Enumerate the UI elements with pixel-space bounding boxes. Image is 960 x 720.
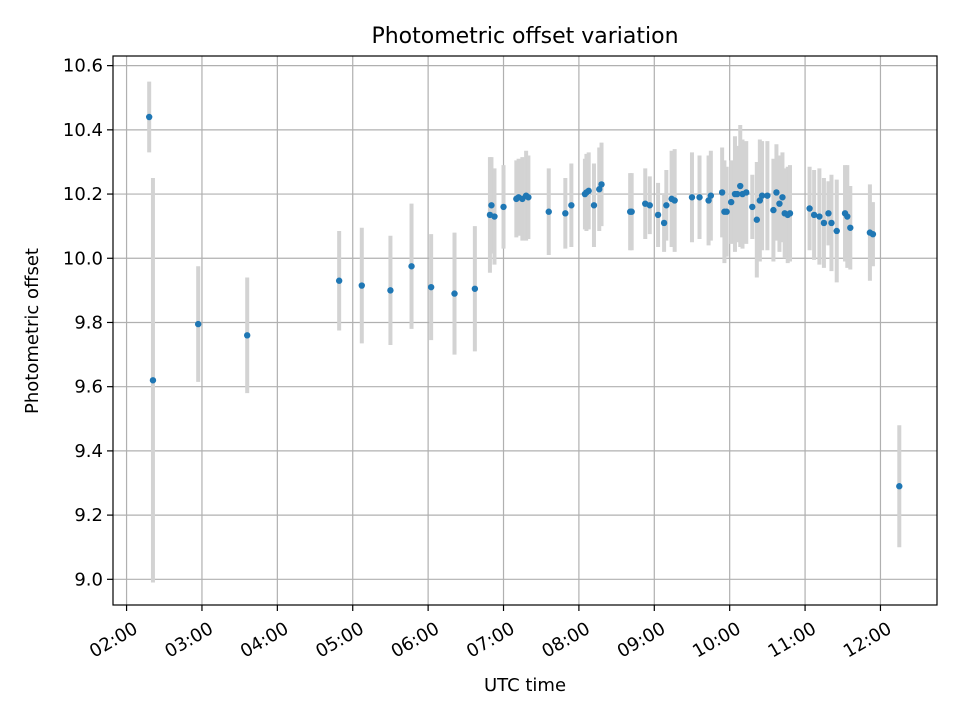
- chart-title: Photometric offset variation: [371, 24, 678, 49]
- y-tick-label: 9.8: [74, 312, 103, 333]
- data-point: [562, 210, 569, 217]
- data-point: [749, 203, 756, 211]
- data-point: [145, 113, 153, 121]
- y-tick-label: 9.2: [74, 505, 103, 526]
- data-point: [820, 219, 828, 227]
- data-point: [568, 202, 575, 209]
- data-point: [727, 198, 735, 206]
- y-tick-label: 9.6: [74, 377, 103, 398]
- data-point: [590, 202, 598, 209]
- data-point: [149, 377, 157, 384]
- data-points: [145, 113, 903, 490]
- data-point: [810, 211, 818, 219]
- y-tick-label: 10.0: [63, 248, 103, 269]
- data-point: [734, 190, 741, 198]
- data-point: [869, 230, 877, 238]
- data-point: [756, 197, 764, 204]
- y-axis-label: Photometric offset: [22, 248, 43, 414]
- x-axis-label: UTC time: [484, 675, 566, 696]
- data-point: [844, 213, 851, 220]
- data-point: [525, 194, 532, 201]
- y-tick-label: 9.0: [74, 569, 103, 590]
- data-point: [427, 283, 435, 291]
- data-point: [718, 189, 726, 196]
- data-point: [646, 202, 653, 209]
- data-point: [488, 202, 495, 209]
- data-point: [545, 208, 552, 215]
- data-point: [358, 282, 365, 289]
- data-point: [828, 219, 835, 227]
- y-tick-label: 10.4: [63, 120, 103, 141]
- data-point: [825, 210, 832, 217]
- data-point: [707, 192, 715, 199]
- data-point: [764, 192, 771, 199]
- data-point: [688, 194, 696, 201]
- data-point: [723, 208, 730, 215]
- data-point: [408, 263, 415, 270]
- data-point: [451, 290, 458, 297]
- data-point: [500, 203, 507, 211]
- data-point: [654, 211, 662, 219]
- data-point: [816, 213, 823, 220]
- y-axis: 9.0 9.2 9.4 9.6 9.8 10.0 10.2 10.4 10.6: [63, 56, 113, 590]
- data-point: [896, 483, 903, 490]
- data-point: [770, 206, 777, 214]
- data-point: [806, 205, 813, 212]
- data-point: [663, 202, 670, 209]
- data-point: [776, 200, 783, 207]
- data-point: [628, 208, 635, 215]
- data-point: [596, 186, 603, 193]
- data-point: [471, 285, 479, 292]
- data-point: [786, 210, 794, 217]
- data-point: [696, 194, 703, 201]
- data-point: [243, 332, 251, 339]
- data-point: [585, 187, 592, 195]
- data-point: [194, 320, 202, 328]
- data-point: [705, 197, 712, 204]
- plot-frame: [112, 55, 938, 606]
- data-point: [598, 181, 605, 188]
- data-point: [671, 197, 678, 204]
- data-point: [335, 277, 343, 284]
- data-point: [833, 227, 840, 235]
- data-point: [660, 219, 668, 227]
- data-point: [387, 287, 394, 294]
- data-point: [491, 213, 498, 220]
- data-point: [773, 189, 780, 196]
- data-point: [753, 216, 761, 223]
- data-point: [743, 189, 750, 196]
- data-point: [737, 182, 744, 190]
- data-point: [758, 192, 766, 199]
- data-point: [847, 224, 854, 231]
- data-point: [779, 194, 786, 201]
- y-tick-label: 10.2: [63, 184, 103, 205]
- y-tick-label: 10.6: [63, 56, 103, 77]
- y-tick-label: 9.4: [74, 441, 103, 462]
